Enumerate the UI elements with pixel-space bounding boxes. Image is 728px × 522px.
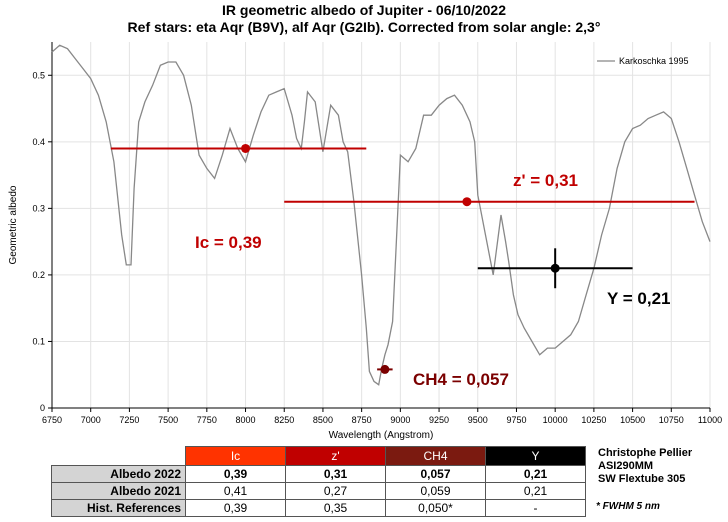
table-cell: 0,27 [285, 482, 386, 500]
data-label: Ic = 0,39 [195, 233, 262, 252]
y-tick-label: 0.2 [32, 270, 45, 280]
x-tick-label: 9000 [390, 415, 410, 425]
table-corner [52, 447, 186, 466]
table-cell: 0,057 [385, 465, 486, 483]
table-cell: 0,31 [285, 465, 386, 483]
credit-telescope: SW Flextube 305 [598, 473, 686, 485]
data-point [380, 364, 390, 374]
col-header-z: z' [285, 446, 386, 466]
author-credit: Christophe Pellier ASI290MM SW Flextube … [598, 447, 692, 486]
x-tick-label: 8500 [313, 415, 333, 425]
credit-camera: ASI290MM [598, 460, 654, 472]
x-tick-label: 7000 [81, 415, 101, 425]
chart-title: IR geometric albedo of Jupiter - 06/10/2… [222, 2, 506, 18]
y-tick-label: 0.5 [32, 70, 45, 80]
x-tick-label: 10750 [659, 415, 684, 425]
table-row: Albedo 2021 0,41 0,27 0,059 0,21 [51, 482, 586, 500]
x-tick-label: 8750 [352, 415, 372, 425]
x-tick-label: 9500 [468, 415, 488, 425]
table-cell: 0,21 [485, 465, 586, 483]
data-label: z' = 0,31 [513, 171, 578, 190]
data-label: CH4 = 0,057 [413, 370, 509, 389]
y-tick-label: 0.4 [32, 137, 45, 147]
table-cell: 0,39 [185, 499, 286, 517]
data-label: Y = 0,21 [607, 289, 671, 308]
x-tick-label: 6750 [42, 415, 62, 425]
x-tick-label: 10500 [620, 415, 645, 425]
col-header-ic: Ic [185, 446, 286, 466]
x-tick-label: 7500 [158, 415, 178, 425]
legend-label: Karkoschka 1995 [619, 56, 689, 66]
table-cell: - [485, 499, 586, 517]
x-axis-label: Wavelength (Angstrom) [329, 430, 434, 441]
data-point [241, 143, 251, 153]
x-tick-label: 9750 [506, 415, 526, 425]
table-row: Albedo 2022 0,39 0,31 0,057 0,21 [51, 465, 586, 483]
data-point [550, 263, 560, 273]
x-tick-label: 8250 [274, 415, 294, 425]
x-tick-label: 8000 [236, 415, 256, 425]
chart-subtitle: Ref stars: eta Aqr (B9V), alf Aqr (G2Ib)… [127, 19, 601, 35]
footnote: * FWHM 5 nm [596, 501, 660, 512]
y-axis-label: Geometric albedo [8, 185, 19, 264]
albedo-table: Ic z' CH4 Y Albedo 2022 0,39 0,31 0,057 … [51, 446, 586, 517]
x-tick-label: 9250 [429, 415, 449, 425]
series-line [51, 44, 711, 386]
row-label: Hist. References [51, 499, 186, 517]
x-tick-label: 10000 [543, 415, 568, 425]
row-label: Albedo 2022 [51, 465, 186, 483]
col-header-y: Y [485, 446, 586, 466]
albedo-chart: 6750 7000 7250 7500 7750 8000 8250 8500 8750 9000… [8, 42, 722, 441]
col-header-ch4: CH4 [385, 446, 486, 466]
data-point [462, 197, 472, 207]
table-cell: 0,21 [485, 482, 586, 500]
table-cell: 0,41 [185, 482, 286, 500]
table-row: Hist. References 0,39 0,35 0,050* - [51, 499, 586, 517]
y-tick-label: 0.3 [32, 203, 45, 213]
x-tick-label: 11000 [698, 415, 722, 425]
row-label: Albedo 2021 [51, 482, 186, 500]
table-cell: 0,050* [385, 499, 486, 517]
x-tick-label: 10250 [581, 415, 606, 425]
y-tick-label: 0.1 [32, 336, 45, 346]
x-tick-label: 7750 [197, 415, 217, 425]
table-cell: 0,35 [285, 499, 386, 517]
credit-name: Christophe Pellier [598, 447, 693, 459]
table-cell: 0,059 [385, 482, 486, 500]
table-cell: 0,39 [185, 465, 286, 483]
x-tick-label: 7250 [119, 415, 139, 425]
y-tick-label: 0 [40, 403, 45, 413]
